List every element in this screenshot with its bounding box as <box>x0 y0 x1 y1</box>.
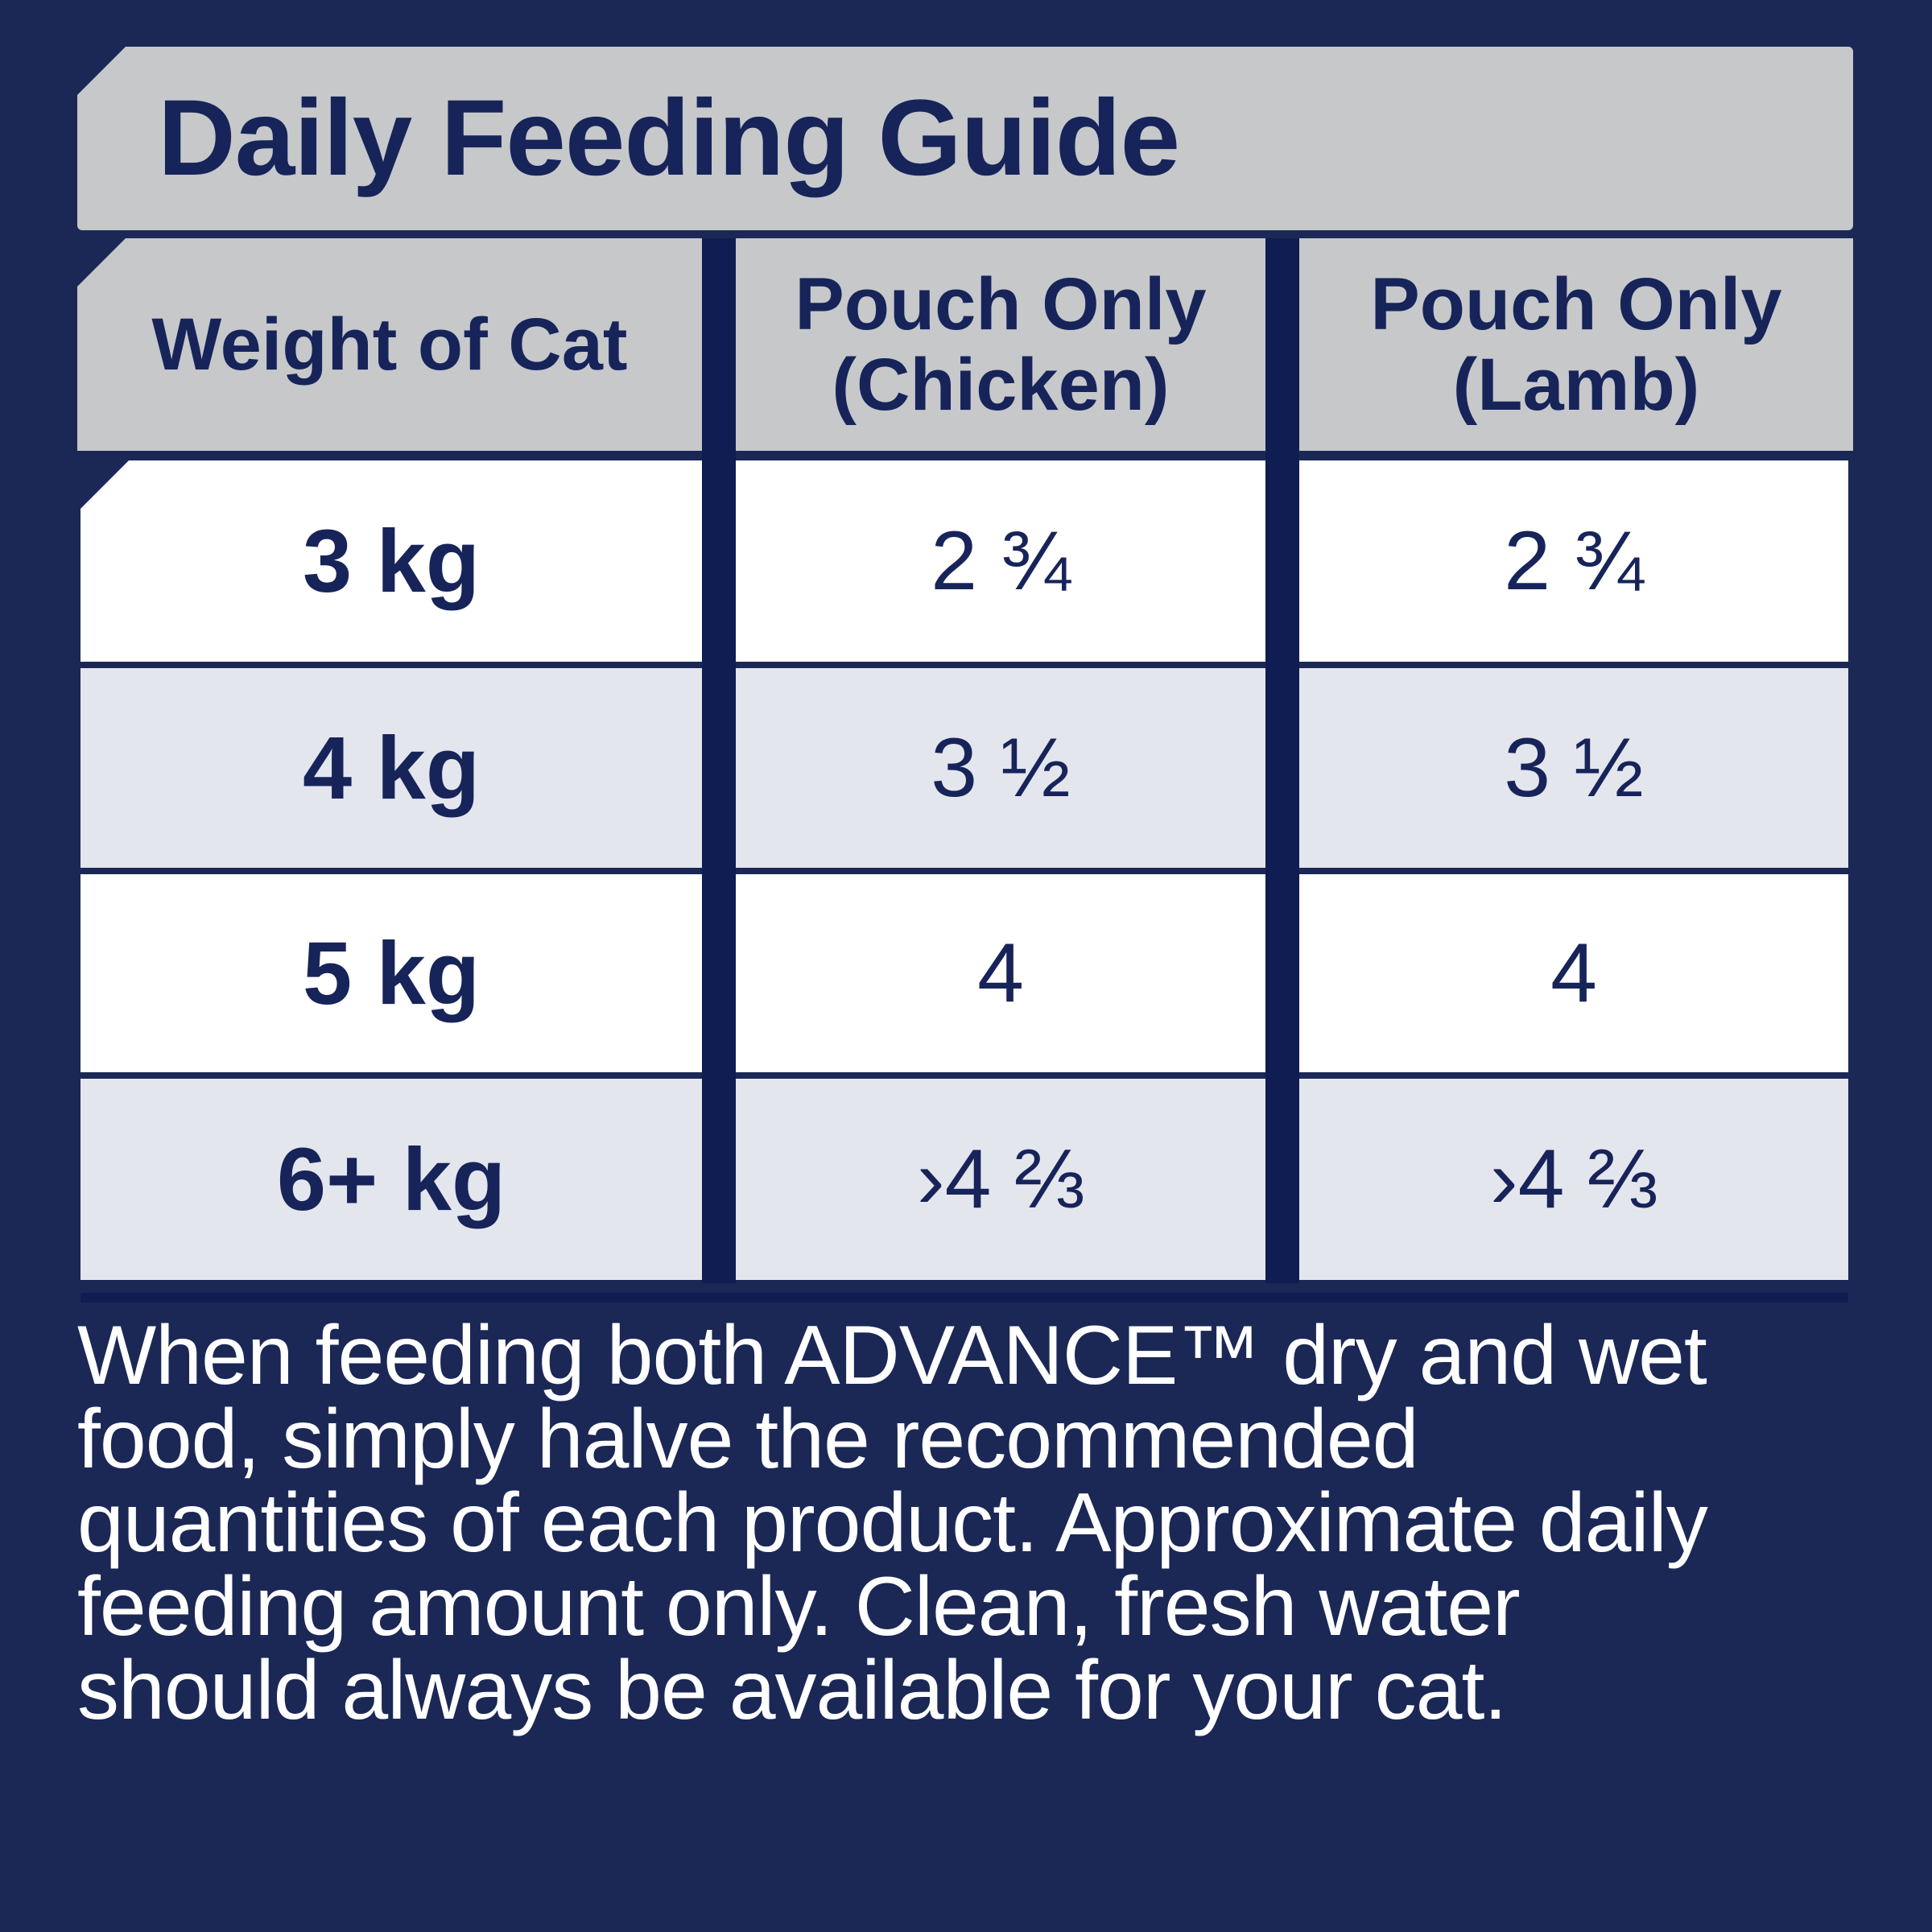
chicken-value: 4 <box>977 926 1024 1020</box>
note-line: feeding amount only. Clean, fresh water <box>77 1560 1521 1653</box>
note-line: quantities of each product. Approximate … <box>77 1476 1708 1570</box>
table-row-chicken: 3 ½ <box>736 668 1265 868</box>
table-row-chicken: 4 <box>736 874 1265 1072</box>
lamb-value: 4 <box>1550 926 1597 1020</box>
chicken-value: 3 ½ <box>931 720 1071 815</box>
header-lamb: Pouch Only (Lamb) <box>1299 238 1853 451</box>
title-bar: Daily Feeding Guide <box>77 47 1853 230</box>
header-weight: Weight of Cat <box>77 238 702 451</box>
table-row-weight: 6+ kg <box>80 1079 702 1280</box>
header-lamb-line1: Pouch Only <box>1370 263 1782 345</box>
header-chicken-line1: Pouch Only <box>795 263 1207 345</box>
column-divider <box>702 238 736 1283</box>
note-line: When feeding both ADVANCE™ dry and wet <box>77 1309 1707 1402</box>
note-line: should always be available for your cat. <box>77 1644 1507 1737</box>
table-row-lamb: 2 ¾ <box>1299 460 1848 662</box>
table-row-chicken: 2 ¾ <box>736 460 1265 662</box>
weight-value: 3 kg <box>302 511 481 611</box>
note-line: food, simply halve the recommended <box>77 1393 1419 1486</box>
table-row-lamb: ›4 ⅔ <box>1299 1079 1848 1280</box>
feeding-note: When feeding both ADVANCE™ dry and wet f… <box>77 1314 1864 1732</box>
lamb-value: ›4 ⅔ <box>1489 1132 1658 1226</box>
table-row-chicken: ›4 ⅔ <box>736 1079 1265 1280</box>
table-row-weight: 4 kg <box>80 668 702 868</box>
table-bottom-line <box>80 1293 1848 1302</box>
weight-value: 5 kg <box>302 923 481 1023</box>
weight-value: 6+ kg <box>276 1129 506 1229</box>
header-chicken-line2: (Chicken) <box>832 344 1170 426</box>
table-row-lamb: 4 <box>1299 874 1848 1072</box>
table-row-lamb: 3 ½ <box>1299 668 1848 868</box>
lamb-value: 3 ½ <box>1504 720 1644 815</box>
weight-value: 4 kg <box>302 718 481 818</box>
chicken-value: ›4 ⅔ <box>916 1132 1085 1226</box>
header-lamb-line2: (Lamb) <box>1452 344 1700 426</box>
column-divider <box>1265 238 1299 1283</box>
page-title: Daily Feeding Guide <box>158 78 1180 198</box>
lamb-value: 2 ¾ <box>1504 514 1644 608</box>
header-chicken: Pouch Only (Chicken) <box>736 238 1265 451</box>
table-row-weight: 5 kg <box>80 874 702 1072</box>
header-weight-label: Weight of Cat <box>151 303 628 386</box>
table-row-weight: 3 kg <box>80 460 702 662</box>
chicken-value: 2 ¾ <box>931 514 1071 608</box>
